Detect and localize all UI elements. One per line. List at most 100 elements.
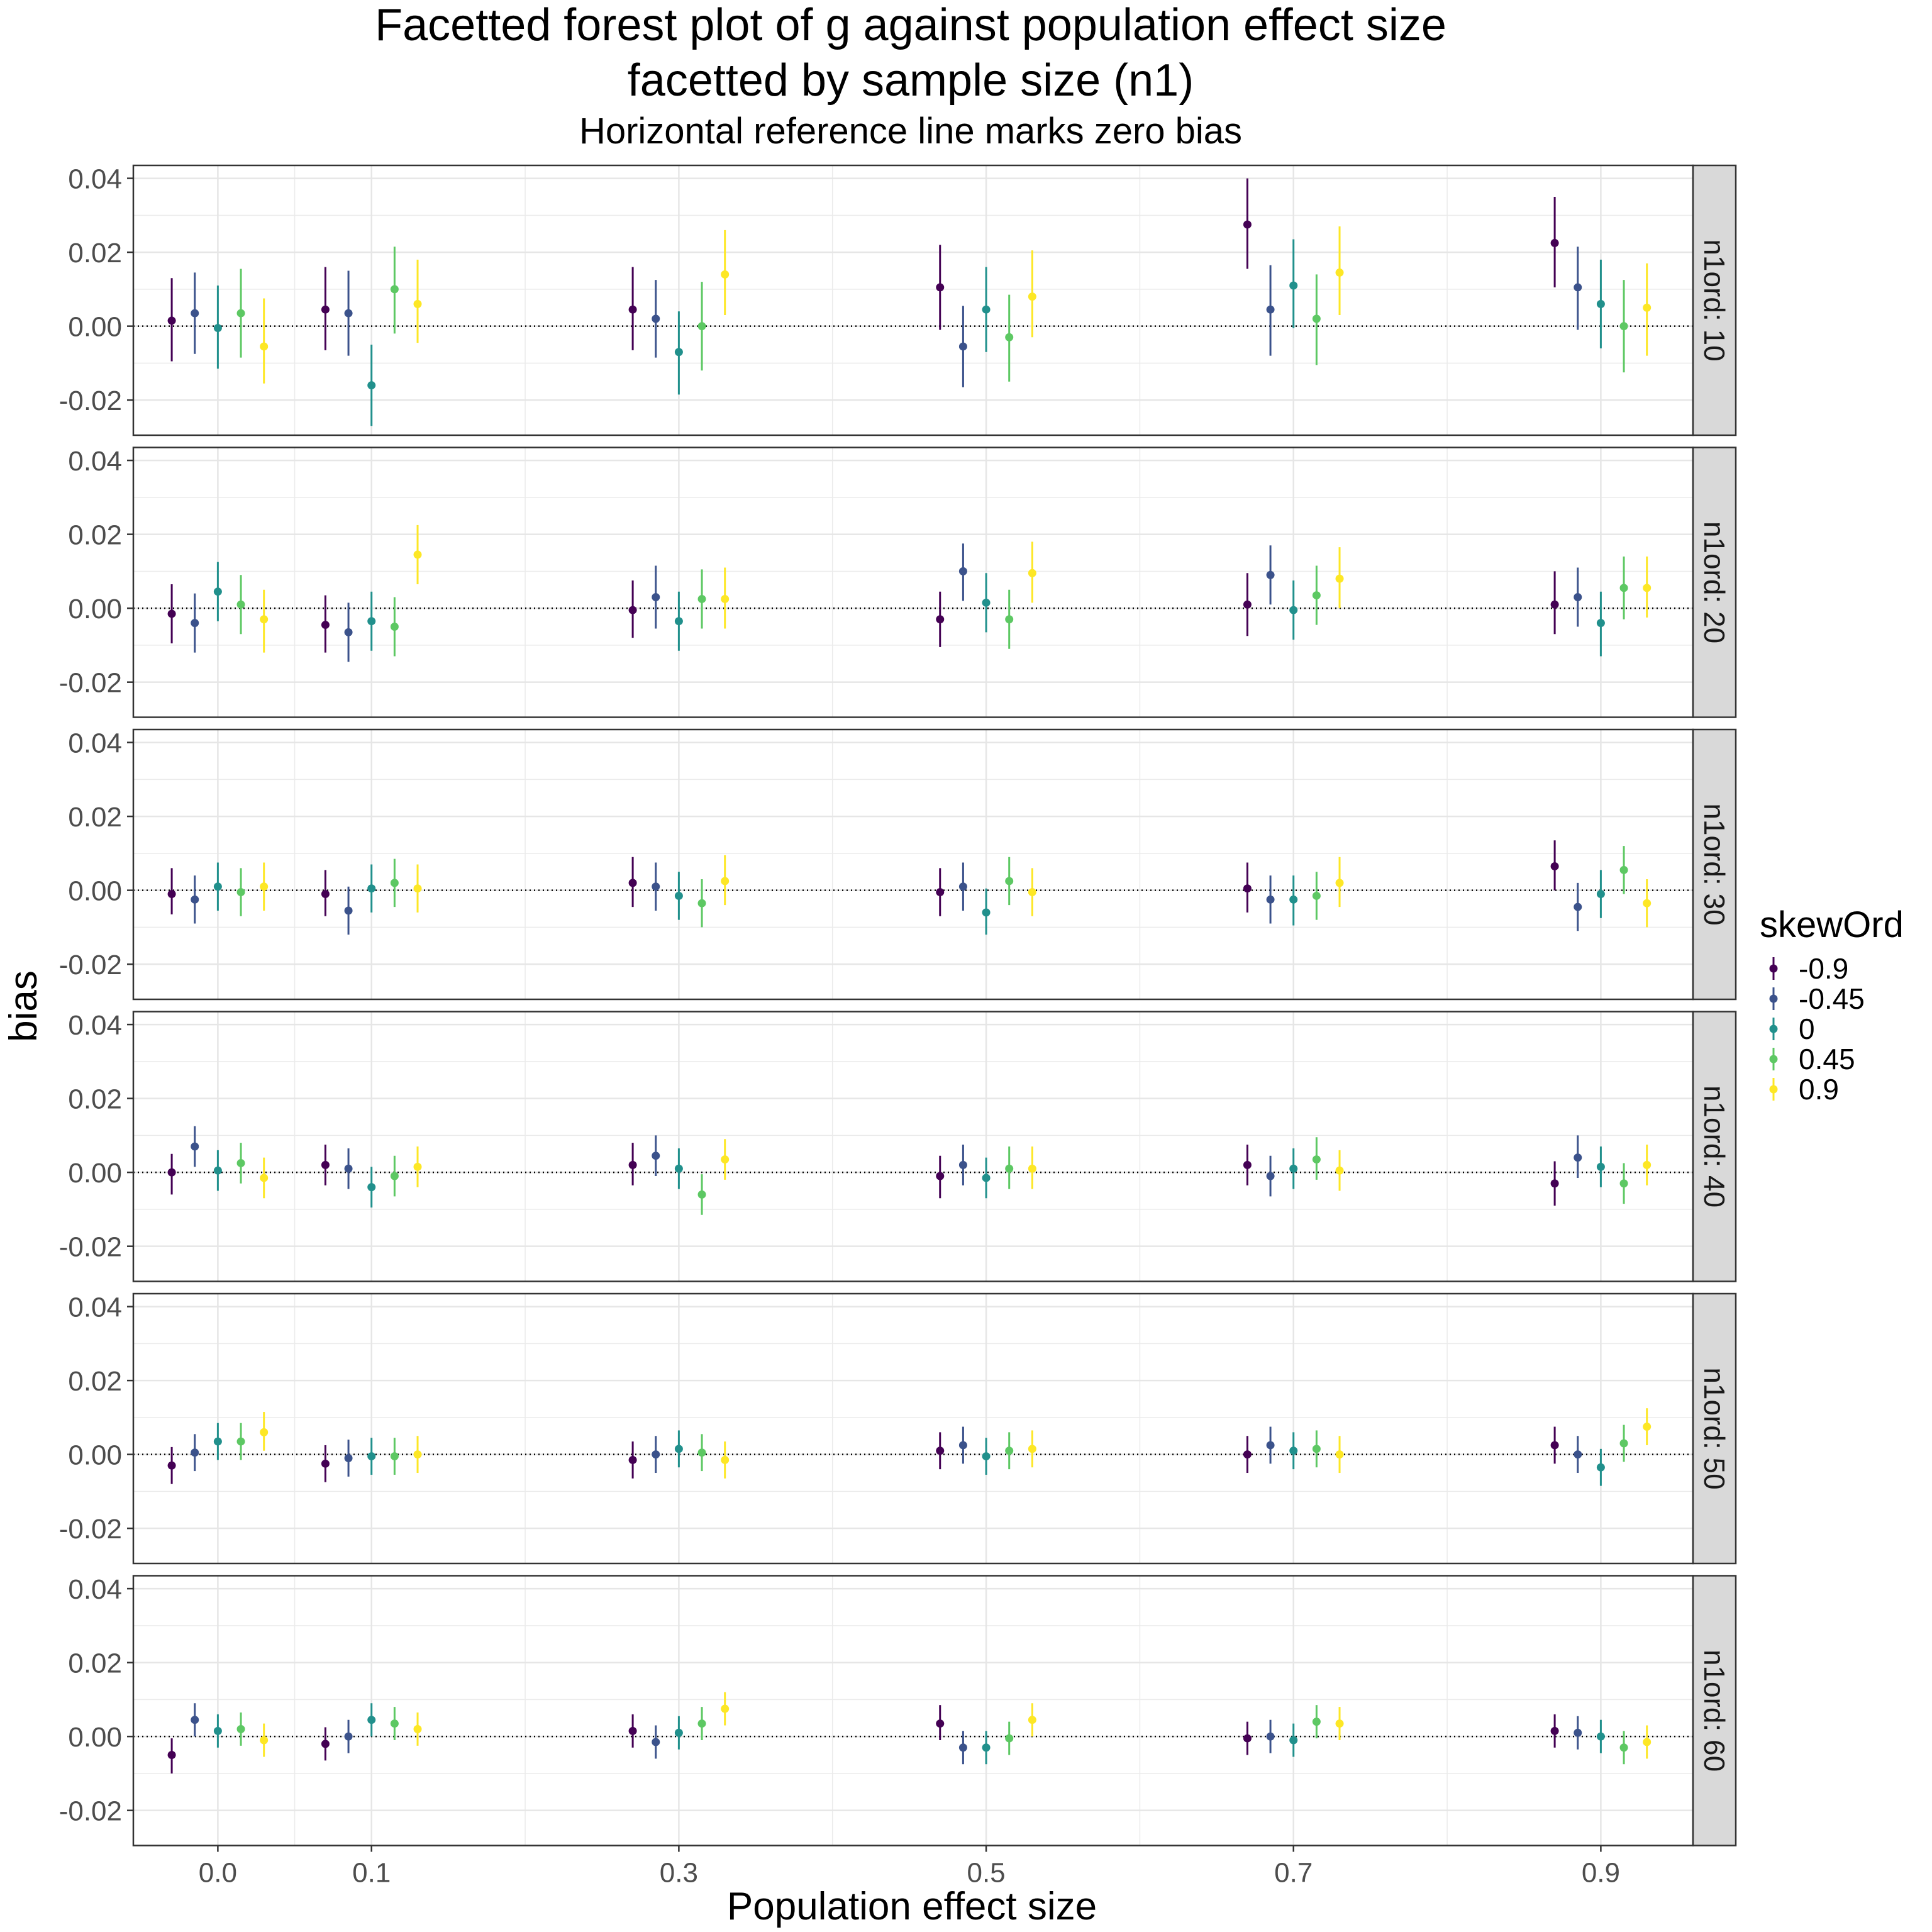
estimate-point: [1335, 574, 1344, 583]
x-tick-label: 0.5: [967, 1858, 1005, 1889]
estimate-point: [167, 609, 176, 618]
y-tick-label: -0.02: [59, 1232, 122, 1263]
estimate-point: [1335, 1719, 1344, 1728]
y-tick-label: 0.00: [68, 876, 122, 907]
estimate-point: [721, 877, 730, 886]
chart-subtitle: Horizontal reference line marks zero bia…: [579, 111, 1242, 152]
estimate-point: [1289, 1164, 1298, 1173]
facet-panel: 0.04 0.02 0.00 -0.02 n1ord: 50: [59, 1292, 1737, 1565]
estimate-point: [191, 1716, 199, 1724]
estimate-point: [1643, 1738, 1652, 1746]
estimate-point: [390, 879, 399, 887]
estimate-point: [1289, 606, 1298, 614]
y-tick-label: 0.04: [68, 164, 122, 195]
estimate-point: [721, 1455, 730, 1464]
facet-panel: 0.04 0.02 0.00 -0.02 n1ord: 10: [59, 164, 1737, 436]
estimate-point: [213, 882, 222, 891]
x-tick-label: 0.9: [1582, 1858, 1620, 1889]
estimate-point: [1266, 1441, 1275, 1450]
estimate-point: [1619, 1743, 1628, 1752]
legend-label: -0.9: [1799, 952, 1848, 985]
facet-strip: [1692, 1575, 1737, 1846]
estimate-point: [982, 305, 991, 314]
estimate-point: [260, 1174, 269, 1182]
chart-title-line2: facetted by sample size (n1): [628, 55, 1194, 106]
estimate-point: [628, 1160, 637, 1169]
estimate-point: [1596, 299, 1605, 308]
estimate-point: [191, 1142, 199, 1151]
estimate-point: [1596, 1463, 1605, 1472]
estimate-point: [1335, 879, 1344, 887]
estimate-point: [1289, 1446, 1298, 1455]
estimate-point: [1335, 268, 1344, 277]
estimate-point: [344, 1164, 353, 1173]
y-tick-label: 0.00: [68, 1158, 122, 1189]
estimate-point: [236, 888, 245, 897]
estimate-point: [1574, 283, 1582, 292]
estimate-point: [413, 884, 422, 893]
estimate-point: [1312, 891, 1321, 900]
legend-key-point: [1769, 1055, 1778, 1063]
estimate-point: [1550, 1441, 1559, 1450]
estimate-point: [1574, 1450, 1582, 1459]
estimate-point: [674, 1164, 683, 1173]
estimate-point: [213, 1726, 222, 1735]
estimate-point: [1266, 1172, 1275, 1180]
estimate-point: [982, 1743, 991, 1752]
estimate-point: [652, 882, 660, 891]
estimate-point: [936, 888, 945, 897]
estimate-point: [367, 381, 376, 390]
legend-item: 0.9: [1769, 1073, 1839, 1106]
panel-background: [133, 447, 1693, 718]
estimate-point: [674, 1728, 683, 1737]
estimate-point: [721, 594, 730, 603]
estimate-point: [1243, 220, 1252, 229]
estimate-point: [236, 600, 245, 609]
estimate-point: [191, 1448, 199, 1457]
legend-title: skewOrd: [1760, 904, 1904, 945]
estimate-point: [628, 305, 637, 314]
estimate-point: [628, 1726, 637, 1735]
legend-item: 0: [1769, 1013, 1815, 1045]
y-tick-label: 0.04: [68, 1574, 122, 1605]
estimate-point: [1643, 899, 1652, 908]
estimate-point: [1596, 1162, 1605, 1171]
estimate-point: [1643, 584, 1652, 592]
estimate-point: [236, 1437, 245, 1446]
estimate-point: [1312, 1445, 1321, 1453]
estimate-point: [652, 314, 660, 323]
estimate-point: [674, 1445, 683, 1453]
facet-strip: [1692, 164, 1737, 436]
estimate-point: [697, 1190, 706, 1199]
estimate-point: [260, 882, 269, 891]
estimate-point: [1550, 1179, 1559, 1188]
estimate-point: [321, 1740, 330, 1748]
facet-strip: [1692, 728, 1737, 1001]
estimate-point: [213, 324, 222, 333]
estimate-point: [652, 1450, 660, 1459]
y-tick-label: 0.00: [68, 594, 122, 625]
estimate-point: [367, 1183, 376, 1192]
estimate-point: [367, 617, 376, 626]
estimate-point: [982, 598, 991, 607]
estimate-point: [1028, 292, 1036, 301]
estimate-point: [697, 1719, 706, 1728]
estimate-point: [260, 1736, 269, 1745]
y-tick-label: 0.02: [68, 802, 122, 833]
estimate-point: [1289, 895, 1298, 904]
x-tick-label: 0.1: [352, 1858, 391, 1889]
estimate-point: [1550, 238, 1559, 247]
estimate-point: [628, 1455, 637, 1464]
estimate-point: [191, 619, 199, 628]
legend-key-point: [1769, 964, 1778, 973]
estimate-point: [1243, 600, 1252, 609]
estimate-point: [321, 1459, 330, 1468]
estimate-point: [1574, 1153, 1582, 1162]
estimate-point: [1550, 600, 1559, 609]
facet-strip-label: n1ord: 30: [1698, 803, 1731, 925]
estimate-point: [1335, 1166, 1344, 1175]
y-tick-label: 0.04: [68, 446, 122, 477]
estimate-point: [167, 1461, 176, 1470]
y-tick-label: 0.00: [68, 1722, 122, 1753]
estimate-point: [213, 587, 222, 596]
